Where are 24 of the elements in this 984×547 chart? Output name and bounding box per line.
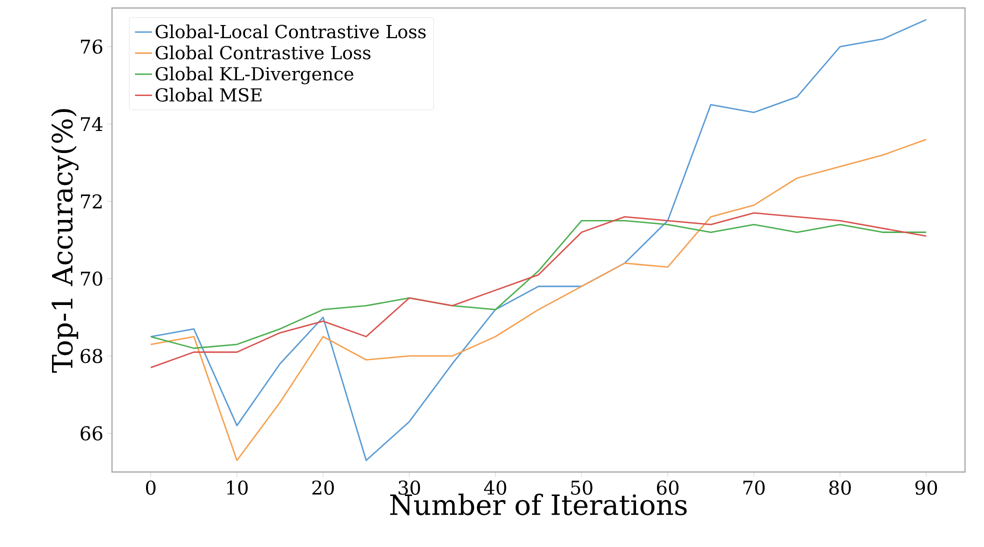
legend-label: Global KL-Divergence [156,66,354,84]
y-axis-title: Top-1 Accuracy(%) [51,109,79,373]
y-tick-label: 74 [80,116,103,132]
x-tick-label: 90 [915,480,938,495]
x-tick-label: 0 [146,480,156,495]
x-tick-label: 60 [656,480,679,495]
line-series [150,18,927,462]
legend-label: Global Contrastive Loss [156,46,370,60]
line-series [150,220,927,349]
x-axis-title: Number of Iterations [390,494,687,516]
x-tick-label: 20 [312,480,334,495]
x-tick-label: 30 [398,480,420,495]
x-tick-label: 70 [743,480,765,495]
y-tick-label: 66 [80,426,102,440]
y-tick-label: 70 [80,271,102,286]
y-tick-label: 76 [80,39,102,54]
x-tick-label: 50 [571,480,592,495]
legend-label: Global MSE [156,88,262,102]
x-tick-label: 80 [829,480,851,495]
x-tick-label: 10 [227,480,248,495]
x-tick-label: 40 [484,480,506,495]
y-tick-label: 72 [80,194,102,208]
legend-label: Global-Local Contrastive Loss [156,24,426,38]
y-tick-label: 68 [80,348,102,364]
